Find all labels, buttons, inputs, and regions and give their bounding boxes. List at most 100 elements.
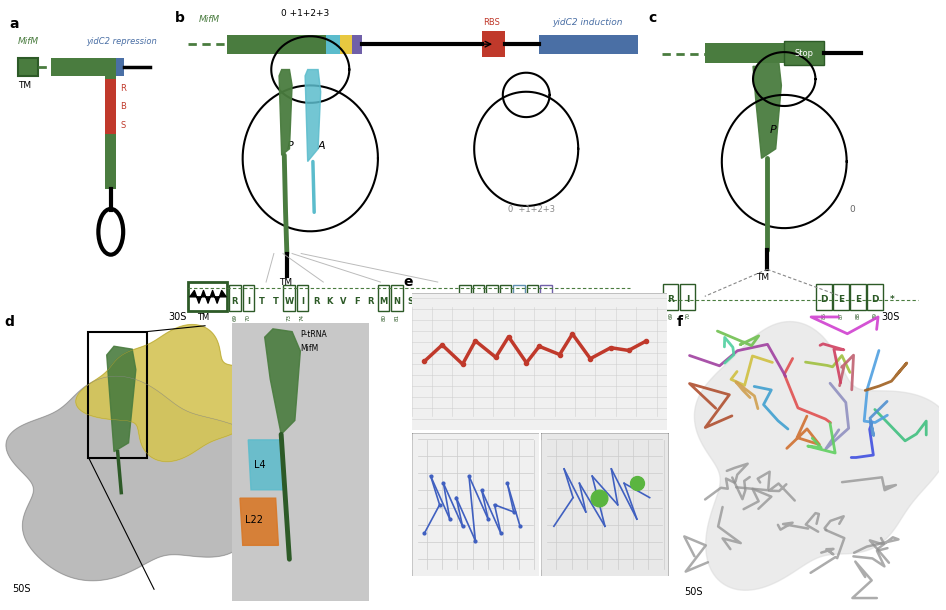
FancyBboxPatch shape bbox=[473, 285, 484, 311]
FancyBboxPatch shape bbox=[540, 285, 552, 311]
Text: 50S: 50S bbox=[12, 584, 30, 594]
FancyBboxPatch shape bbox=[680, 284, 695, 310]
FancyBboxPatch shape bbox=[482, 32, 505, 57]
FancyBboxPatch shape bbox=[411, 292, 668, 431]
FancyBboxPatch shape bbox=[352, 35, 362, 54]
FancyBboxPatch shape bbox=[106, 58, 116, 76]
Text: E: E bbox=[855, 295, 861, 304]
Text: 90: 90 bbox=[517, 314, 521, 321]
Text: E: E bbox=[476, 296, 482, 306]
FancyBboxPatch shape bbox=[227, 35, 325, 54]
FancyBboxPatch shape bbox=[106, 79, 116, 134]
Text: L: L bbox=[570, 296, 576, 306]
Text: L: L bbox=[557, 296, 562, 306]
Text: *: * bbox=[598, 296, 603, 306]
Text: R: R bbox=[120, 84, 126, 93]
Text: E: E bbox=[838, 295, 844, 304]
Text: I: I bbox=[686, 295, 690, 304]
FancyBboxPatch shape bbox=[705, 43, 818, 63]
Text: S: S bbox=[543, 296, 549, 306]
FancyBboxPatch shape bbox=[513, 285, 525, 311]
Text: S: S bbox=[120, 121, 126, 129]
FancyBboxPatch shape bbox=[113, 58, 124, 76]
FancyBboxPatch shape bbox=[539, 35, 638, 54]
FancyBboxPatch shape bbox=[663, 284, 678, 310]
Text: 30S: 30S bbox=[882, 312, 900, 322]
Text: 89: 89 bbox=[872, 312, 878, 319]
Text: A: A bbox=[516, 296, 522, 306]
Text: 0: 0 bbox=[850, 206, 855, 214]
Polygon shape bbox=[305, 70, 321, 162]
Text: Stop: Stop bbox=[795, 49, 814, 57]
Text: T: T bbox=[259, 296, 265, 306]
Text: MifM: MifM bbox=[199, 15, 219, 24]
Text: N: N bbox=[394, 296, 401, 306]
Text: 73: 73 bbox=[287, 314, 291, 321]
Polygon shape bbox=[248, 440, 284, 490]
Text: N: N bbox=[447, 296, 455, 306]
Text: A: A bbox=[318, 141, 325, 151]
Text: I: I bbox=[301, 296, 304, 306]
Text: T: T bbox=[272, 296, 278, 306]
Polygon shape bbox=[240, 498, 278, 545]
Text: TM: TM bbox=[756, 273, 769, 282]
Polygon shape bbox=[279, 70, 292, 155]
Text: b: b bbox=[175, 11, 184, 25]
Text: D: D bbox=[820, 295, 828, 304]
Text: 50S: 50S bbox=[684, 587, 703, 597]
FancyBboxPatch shape bbox=[867, 284, 883, 310]
Text: 81: 81 bbox=[394, 314, 399, 321]
FancyBboxPatch shape bbox=[540, 432, 670, 577]
Text: yidC2 repression: yidC2 repression bbox=[87, 37, 157, 46]
FancyBboxPatch shape bbox=[341, 35, 352, 54]
Text: TM: TM bbox=[279, 278, 292, 287]
Text: 89: 89 bbox=[503, 314, 508, 321]
Text: 86: 86 bbox=[821, 312, 827, 319]
Text: MifM: MifM bbox=[300, 344, 319, 353]
Polygon shape bbox=[753, 60, 781, 159]
Text: P: P bbox=[287, 141, 293, 151]
FancyBboxPatch shape bbox=[229, 285, 240, 311]
Text: S: S bbox=[408, 296, 413, 306]
Text: L22: L22 bbox=[246, 515, 264, 525]
Text: E: E bbox=[489, 296, 495, 306]
Text: 69: 69 bbox=[233, 314, 237, 321]
FancyBboxPatch shape bbox=[459, 285, 470, 311]
FancyBboxPatch shape bbox=[325, 35, 341, 54]
Text: L4: L4 bbox=[254, 459, 265, 470]
FancyBboxPatch shape bbox=[297, 285, 308, 311]
Polygon shape bbox=[76, 325, 283, 462]
Text: TM: TM bbox=[198, 313, 210, 322]
Text: F: F bbox=[354, 296, 359, 306]
Text: G: G bbox=[529, 296, 535, 306]
Text: 87: 87 bbox=[476, 314, 481, 321]
FancyBboxPatch shape bbox=[188, 282, 227, 310]
FancyBboxPatch shape bbox=[499, 285, 511, 311]
Text: 69: 69 bbox=[668, 312, 674, 319]
FancyBboxPatch shape bbox=[18, 58, 38, 76]
Text: 88: 88 bbox=[489, 314, 495, 321]
Text: 0 +1+2+3: 0 +1+2+3 bbox=[281, 9, 329, 18]
Text: W: W bbox=[285, 296, 293, 306]
FancyBboxPatch shape bbox=[51, 58, 117, 76]
Text: P: P bbox=[421, 296, 428, 306]
Text: a: a bbox=[9, 17, 19, 31]
FancyBboxPatch shape bbox=[242, 285, 254, 311]
Text: V: V bbox=[434, 296, 441, 306]
FancyBboxPatch shape bbox=[527, 285, 538, 311]
FancyBboxPatch shape bbox=[106, 76, 116, 189]
Text: M: M bbox=[379, 296, 388, 306]
Text: TM: TM bbox=[18, 82, 31, 90]
Text: 0  +1+2+3: 0 +1+2+3 bbox=[508, 206, 555, 214]
Text: D: D bbox=[462, 296, 468, 306]
Text: 87: 87 bbox=[838, 312, 844, 319]
Text: 30S: 30S bbox=[168, 312, 187, 322]
FancyBboxPatch shape bbox=[229, 320, 372, 604]
FancyBboxPatch shape bbox=[486, 285, 498, 311]
Polygon shape bbox=[107, 346, 136, 451]
Text: R: R bbox=[667, 295, 674, 304]
Text: R: R bbox=[232, 296, 238, 306]
Text: 70: 70 bbox=[685, 312, 691, 319]
FancyBboxPatch shape bbox=[377, 285, 390, 311]
FancyBboxPatch shape bbox=[816, 284, 832, 310]
